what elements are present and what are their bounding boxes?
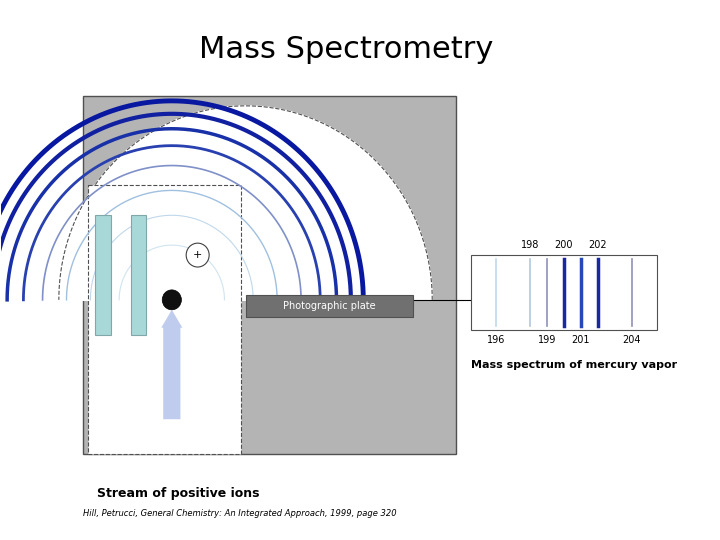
Text: Hill, Petrucci, General Chemistry: An Integrated Approach, 1999, page 320: Hill, Petrucci, General Chemistry: An In… — [83, 509, 397, 518]
Bar — [83, 96, 456, 454]
Polygon shape — [59, 106, 432, 300]
Text: 198: 198 — [521, 240, 539, 250]
FancyArrow shape — [161, 310, 182, 419]
Bar — [246, 295, 413, 317]
Text: 199: 199 — [538, 335, 556, 345]
Bar — [95, 215, 111, 335]
Text: 201: 201 — [572, 335, 590, 345]
Text: Mass Spectrometry: Mass Spectrometry — [199, 35, 493, 64]
Text: 200: 200 — [554, 240, 573, 250]
Text: 202: 202 — [588, 240, 607, 250]
Text: +: + — [193, 250, 202, 260]
Text: Stream of positive ions: Stream of positive ions — [97, 487, 260, 500]
Bar — [88, 185, 240, 454]
Text: Mass spectrum of mercury vapor: Mass spectrum of mercury vapor — [471, 360, 677, 369]
Text: 204: 204 — [623, 335, 641, 345]
Bar — [130, 215, 146, 335]
Text: 196: 196 — [487, 335, 505, 345]
Text: Photographic plate: Photographic plate — [283, 301, 376, 311]
Circle shape — [186, 243, 209, 267]
Circle shape — [162, 290, 181, 310]
Bar — [471, 255, 657, 330]
